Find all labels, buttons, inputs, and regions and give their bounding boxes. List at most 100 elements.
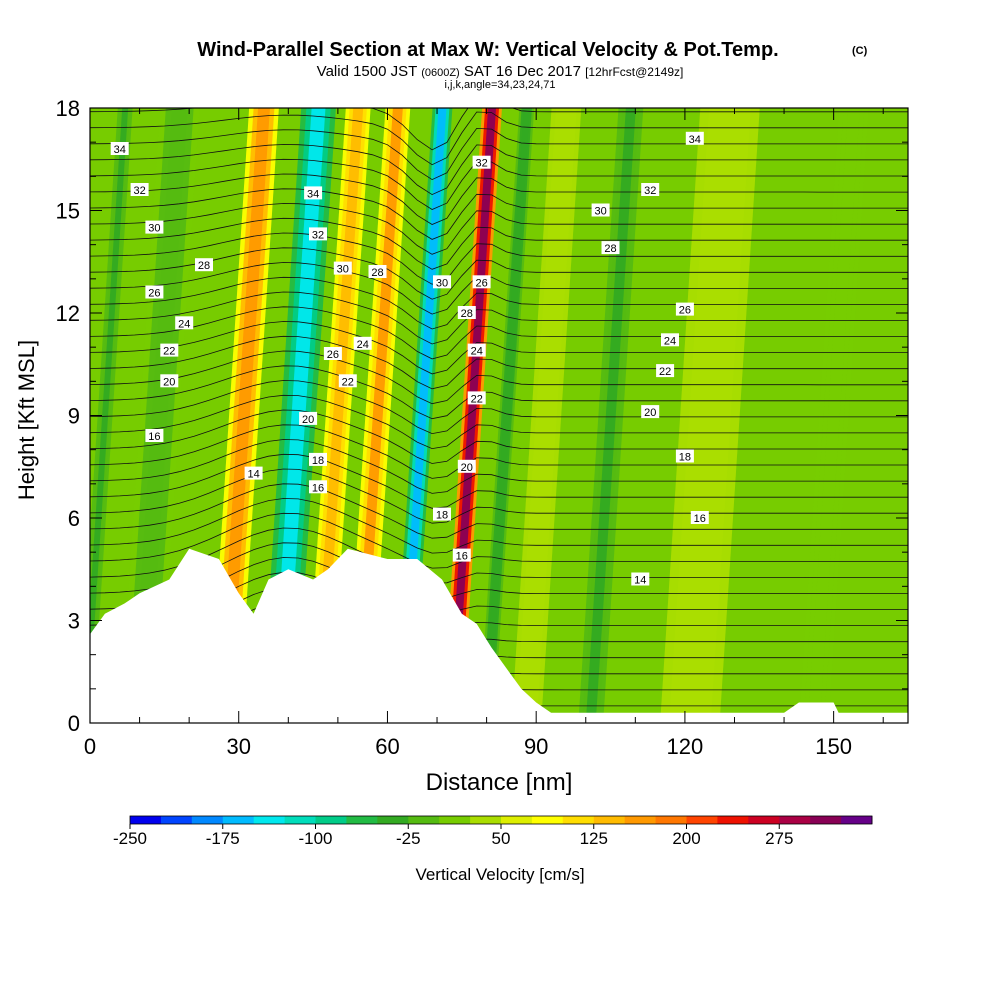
theta-label: 14 [631, 572, 650, 587]
valid-line: Valid 1500 JST (0600Z) SAT 16 Dec 2017 [… [317, 63, 684, 80]
theta-label-text: 18 [312, 455, 324, 467]
theta-contour-line [90, 276, 908, 330]
colorbar-swatch [470, 816, 502, 824]
theta-label: 34 [110, 142, 129, 156]
theta-label: 32 [309, 227, 327, 241]
y-axis: 0 3 6 9 12 15 18 [56, 96, 908, 736]
colorbar-swatch [160, 816, 193, 824]
theta-label: 24 [661, 333, 679, 347]
theta-label: 22 [160, 343, 179, 358]
colorbar-tick-label: 200 [672, 829, 700, 848]
colorbar-swatch [222, 816, 255, 824]
theta-label: 16 [145, 429, 164, 443]
theta-label-text: 20 [644, 407, 656, 419]
theta-label-text: 22 [163, 346, 175, 358]
colorbar-tick-label: 275 [765, 829, 793, 848]
theta-label-box [601, 241, 620, 255]
theta-label-text: 34 [689, 134, 701, 146]
theta-contour-labels: 34 32 30 28 26 24 22 20 16 14 34 32 30 28 26 24 22 20 18 16… [110, 131, 709, 587]
theta-label-box [641, 405, 660, 419]
colorbar-swatch [284, 816, 316, 824]
theta-contour-line [90, 188, 908, 240]
theta-label-box [160, 343, 179, 357]
theta-label-box [130, 183, 149, 196]
theta-label-text: 24 [471, 346, 483, 358]
theta-label: 34 [304, 186, 323, 200]
theta-contour-line [90, 394, 908, 450]
theta-label: 30 [433, 275, 451, 289]
theta-label: 22 [467, 391, 486, 405]
theta-label: 32 [130, 183, 149, 197]
theta-label-box [145, 220, 164, 234]
colorbar-swatch [562, 816, 595, 824]
theta-label-box [145, 429, 164, 442]
colorbar-swatch [531, 816, 564, 824]
colorbar-swatch [779, 816, 811, 824]
colorbar-tick-label: -250 [113, 829, 147, 848]
theta-contour-line [90, 127, 908, 181]
y-tick-label: 12 [56, 301, 80, 326]
colorbar-swatch [810, 816, 842, 824]
colorbar-tick-label: -175 [206, 829, 240, 848]
theta-label-box [656, 364, 675, 378]
theta-label-box [353, 336, 372, 350]
colorbar-swatch [501, 816, 533, 824]
theta-label-text: 18 [679, 452, 691, 464]
y-tick-label: 6 [68, 506, 80, 531]
theta-label: 24 [175, 316, 194, 330]
theta-label-box [175, 316, 194, 330]
theta-contour-line [90, 453, 908, 509]
theta-label-box [467, 343, 486, 357]
theta-contour-line [90, 217, 908, 270]
theta-contour-line [90, 498, 908, 554]
theta-label-box [299, 411, 318, 425]
theta-label-text: 32 [312, 229, 324, 241]
colorbar-swatch [253, 816, 286, 824]
theta-label-box [452, 548, 471, 562]
theta-label-box [309, 227, 327, 241]
theta-label-text: 24 [664, 335, 676, 347]
theta-contour-line [90, 512, 908, 569]
y-tick-label: 0 [68, 711, 80, 736]
colorbar-swatch [408, 816, 440, 824]
theta-label-box [472, 275, 491, 289]
theta-label-text: 22 [342, 376, 354, 388]
vertical-velocity-band [131, 108, 188, 723]
theta-label: 24 [353, 336, 372, 351]
theta-contour-line [90, 468, 908, 524]
theta-contour-line [90, 111, 908, 166]
theta-label-text: 14 [247, 469, 259, 481]
theta-label-text: 24 [357, 339, 369, 351]
forecast-tag: [12hrFcst@2149z] [585, 65, 683, 79]
theta-label: 16 [309, 480, 327, 494]
theta-label: 28 [601, 241, 620, 255]
y-tick-label: 15 [56, 199, 80, 224]
theta-label: 22 [338, 374, 357, 388]
theta-label-text: 22 [659, 366, 671, 378]
theta-contour-line [90, 173, 908, 225]
theta-label-box [304, 186, 323, 200]
theta-label-box [244, 466, 263, 480]
theta-label: 20 [457, 459, 476, 474]
chart-title: Wind-Parallel Section at Max W: Vertical… [197, 39, 778, 61]
indices-line: i,j,k,angle=34,23,24,71 [444, 79, 555, 91]
theta-contour-line [90, 409, 908, 464]
theta-label-box [685, 131, 704, 145]
theta-label-box [675, 449, 694, 463]
theta-label: 30 [333, 261, 352, 276]
colorbar-swatch [191, 816, 224, 824]
theta-label-text: 32 [644, 185, 656, 197]
theta-label-box [110, 142, 129, 155]
theta-label-text: 32 [475, 158, 487, 170]
valid-prefix: Valid 1500 JST [317, 63, 417, 80]
theta-label-box [457, 459, 476, 473]
theta-contour-line [90, 527, 908, 584]
theta-contour-line [90, 144, 908, 196]
valid-utc: (0600Z) [421, 67, 460, 79]
theta-contour-line [90, 439, 908, 494]
vertical-velocity-band [520, 108, 573, 723]
theta-contour-line [90, 350, 908, 405]
theta-label-text: 30 [148, 223, 160, 235]
vertical-velocity-band [807, 108, 860, 723]
